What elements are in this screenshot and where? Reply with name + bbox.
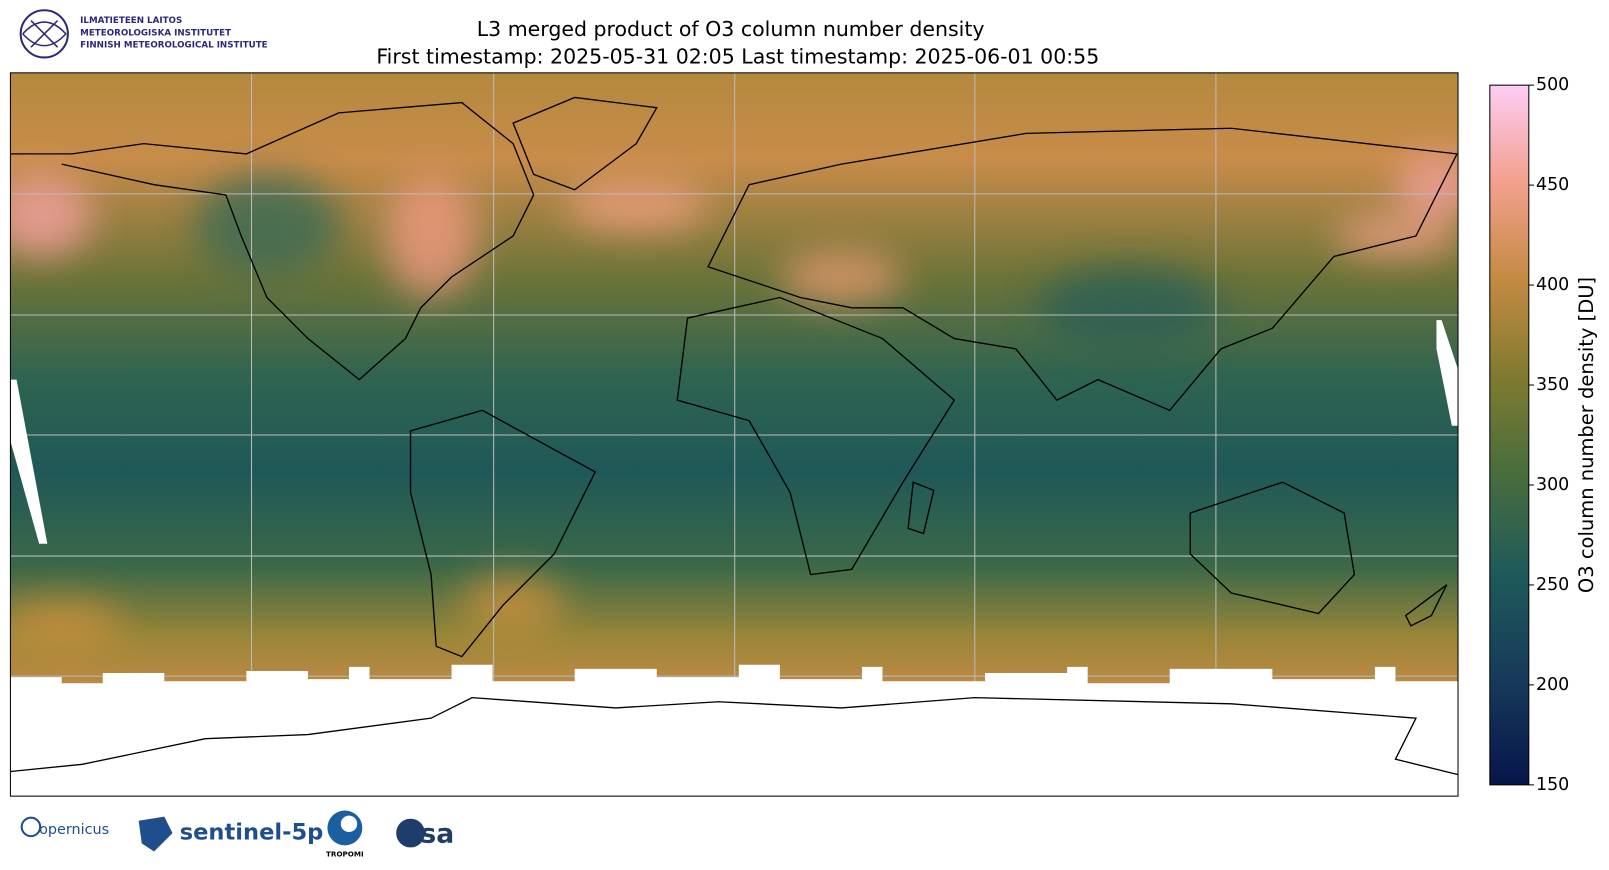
copernicus-mark <box>20 816 42 838</box>
colorbar-tick-label: 350 <box>1536 375 1569 395</box>
colorbar-tick-label: 150 <box>1536 775 1569 795</box>
colorbar-tick-label: 200 <box>1536 675 1569 695</box>
no-data-area <box>10 664 1459 797</box>
colorbar-tick-label: 400 <box>1536 275 1569 295</box>
title: L3 merged product of O3 column number de… <box>477 17 985 41</box>
logo-text: sentinel-5p <box>180 820 324 846</box>
ozone-features <box>10 153 1459 652</box>
footer-logos: opernicus sentinel-5p TROPOMI esa <box>20 810 454 859</box>
colorbar-label: O3 column number density [DU] <box>1575 277 1598 593</box>
logo-text: esa <box>402 819 454 850</box>
colorbar-tick-label: 300 <box>1536 475 1569 495</box>
logo-line: ILMATIETEEN LAITOS <box>80 16 182 26</box>
coastlines <box>10 96 1459 776</box>
colorbar-tick-label: 250 <box>1536 575 1569 595</box>
logo-text: TROPOMI <box>326 850 364 859</box>
logo-line: METEOROLOGISKA INSTITUTET <box>80 28 231 38</box>
fmi-logo: ILMATIETEEN LAITOS METEOROLOGISKA INSTIT… <box>19 9 268 59</box>
logo-text: opernicus <box>39 822 109 838</box>
colorbar: O3 column number density [DU] 150 200 250 3… <box>1489 75 1598 795</box>
map-frame <box>9 72 1459 797</box>
subtitle: First timestamp: 2025-05-31 02:05 Last t… <box>376 44 1099 68</box>
map <box>10 72 1459 797</box>
sentinel-mark <box>138 816 173 852</box>
colorbar-tick-label: 500 <box>1536 75 1569 95</box>
esa-mark <box>396 818 425 848</box>
colorbar-tick-label: 450 <box>1536 175 1569 195</box>
colorbar-gradient <box>1489 84 1530 786</box>
logo-line: FINNISH METEOROLOGICAL INSTITUTE <box>80 41 268 51</box>
